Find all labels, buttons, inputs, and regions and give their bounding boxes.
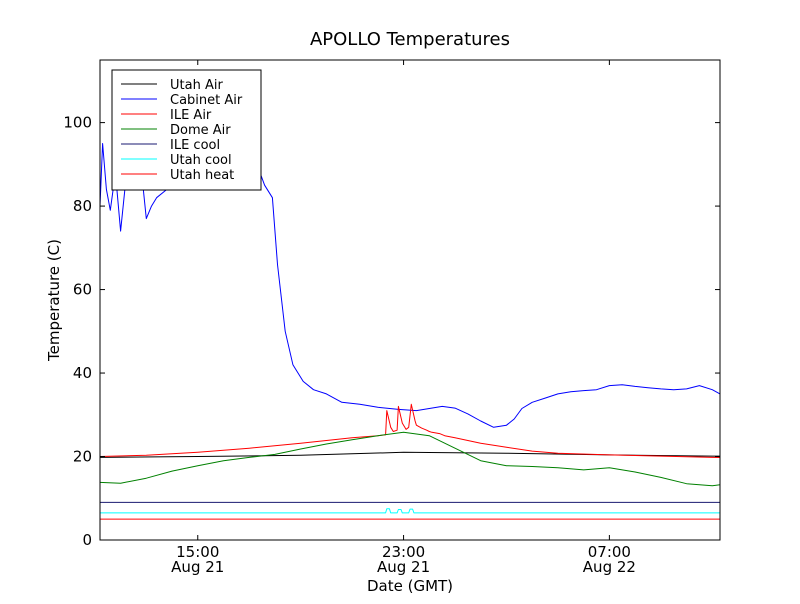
legend-label-ile-air: ILE Air [170,108,212,123]
x-tick-label-time: 15:00 [176,543,219,561]
series-line-ile-air [100,403,720,459]
y-tick-label: 100 [63,114,92,132]
legend-label-cabinet-air: Cabinet Air [170,93,243,108]
legend-label-utah-cool: Utah cool [170,153,232,168]
plot-frame [99,59,721,541]
x-tick-label-date: Aug 21 [377,558,430,576]
chart-title: APOLLO Temperatures [310,29,510,50]
y-tick-label: 20 [73,448,92,466]
x-tick-label-date: Aug 22 [583,558,636,576]
series-line-utah-heat [100,518,720,520]
y-axis-label: Temperature (C) [45,239,63,362]
y-tick-label: 60 [73,281,92,299]
x-tick-label-time: 07:00 [588,543,631,561]
x-axis-label: Date (GMT) [367,577,453,595]
y-tick-label: 80 [73,197,92,215]
legend-label-utah-air: Utah Air [170,78,223,93]
y-tick-label: 40 [73,364,92,382]
legend-label-dome-air: Dome Air [170,123,231,138]
legend-label-utah-heat: Utah heat [170,168,234,183]
legend-label-ile-cool: ILE cool [170,138,220,153]
x-tick-label-time: 23:00 [382,543,425,561]
y-tick-label: 0 [82,531,92,549]
series-line-utah-cool [100,508,720,514]
legend-box [111,69,262,191]
x-tick-label-date: Aug 21 [171,558,224,576]
series-line-dome-air [100,431,720,487]
